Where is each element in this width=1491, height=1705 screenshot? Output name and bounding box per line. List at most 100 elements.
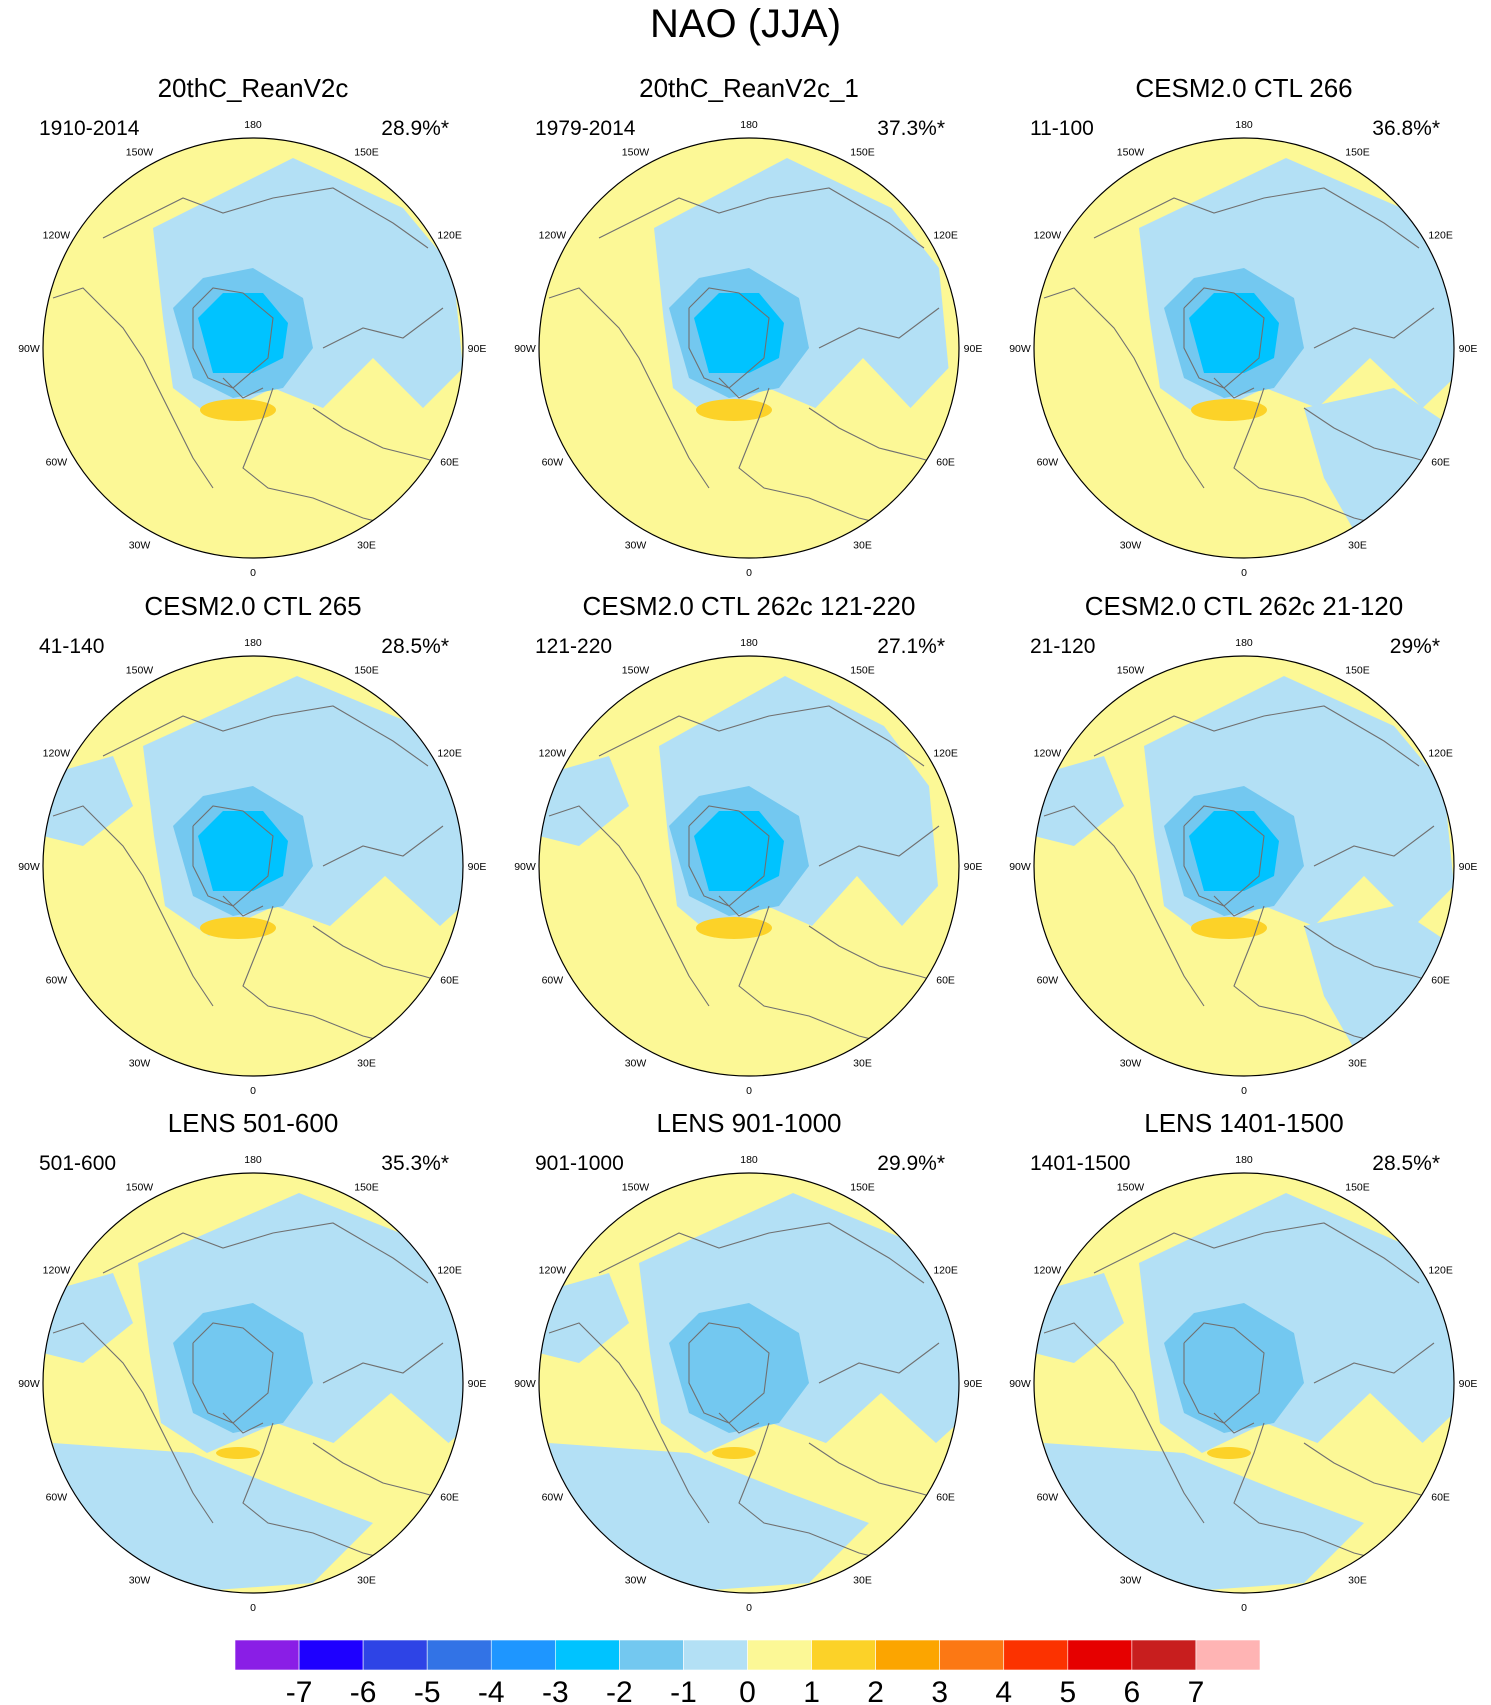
map-boundary (42, 137, 464, 559)
longitude-label: 30W (1120, 1575, 1142, 1587)
longitude-label: 150W (622, 146, 650, 158)
map-panel: 180 150E 120E 90E 60E 30E 0 30W 60W 90W 120W 150W LE… (514, 1108, 982, 1614)
coastlines (52, 1222, 459, 1564)
coastline (738, 905, 900, 1047)
panel-period: 41-140 (39, 635, 104, 658)
longitude-label: 150E (354, 1181, 379, 1193)
longitude-label: 60E (440, 457, 459, 469)
negative-core (173, 1303, 313, 1433)
longitude-label: 0 (250, 567, 256, 579)
longitude-label: 180 (1235, 1154, 1253, 1166)
positive-core (1207, 1447, 1251, 1459)
longitude-label: 180 (244, 1154, 262, 1166)
longitude-label: 90W (514, 343, 536, 355)
longitude-label: 60E (1431, 1492, 1450, 1504)
longitude-label: 120E (437, 230, 462, 242)
map-boundary (538, 1172, 960, 1594)
longitude-label: 30W (129, 540, 151, 552)
longitude-label: 90E (1459, 1378, 1478, 1390)
negative-core-inner (694, 811, 784, 891)
colorbar-tick-label: 0 (739, 1676, 756, 1705)
longitude-label: 150E (850, 146, 875, 158)
colorbar-segment (619, 1639, 684, 1671)
longitude-label: 90E (1459, 343, 1478, 355)
coastline (598, 705, 925, 767)
coastline (1183, 805, 1265, 907)
longitude-label: 90E (1459, 861, 1478, 873)
longitude-label: 0 (250, 1085, 256, 1097)
colorbar-segment (939, 1639, 1005, 1671)
positive-core (696, 399, 772, 421)
panel-variance: 35.3%* (381, 1152, 449, 1175)
negative-region (1034, 1273, 1124, 1363)
negative-region (1034, 756, 1124, 846)
longitude-label: 120E (1428, 1265, 1453, 1277)
contour-field (43, 138, 463, 558)
map-panel: 180 150E 120E 90E 60E 30E 0 30W 60W 90W 120W 150W CE… (514, 591, 982, 1097)
coastline (688, 1322, 770, 1424)
colorbar-segment (1067, 1639, 1133, 1671)
negative-core-inner (1189, 811, 1279, 891)
longitude-label: 90W (514, 861, 536, 873)
longitude-label: 30E (853, 1575, 872, 1587)
panel-period: 901-1000 (535, 1152, 624, 1175)
negative-region (539, 1273, 629, 1363)
coastlines (1043, 1222, 1450, 1564)
longitude-label: 90E (468, 1378, 487, 1390)
coastline (222, 1412, 264, 1434)
panel-variance: 37.3%* (877, 117, 945, 140)
longitude-label: 30E (357, 1575, 376, 1587)
longitude-label: 120W (43, 748, 71, 760)
coastline (52, 805, 214, 1007)
coastline (1233, 387, 1395, 529)
longitude-label: 0 (1241, 567, 1247, 579)
colorbar-segment (1195, 1639, 1261, 1671)
longitude-label: 60E (936, 1492, 955, 1504)
coastlines (1043, 705, 1450, 1047)
negative-region (43, 1273, 133, 1363)
coastline (1233, 905, 1395, 1047)
longitude-label: 0 (746, 567, 752, 579)
positive-core (712, 1447, 756, 1459)
coastline (1233, 1422, 1395, 1564)
coastline (1043, 1322, 1205, 1524)
colorbar-segment (555, 1639, 620, 1671)
longitude-label: 90W (18, 1378, 40, 1390)
longitude-label: 150E (850, 664, 875, 676)
colorbar-tick-label: 7 (1188, 1676, 1205, 1705)
longitude-label: 90E (964, 1378, 983, 1390)
coastline (1093, 705, 1420, 767)
coastline (718, 1412, 760, 1434)
coastline (322, 307, 444, 349)
map-panel: 180 150E 120E 90E 60E 30E 0 30W 60W 90W 120W 150W LE… (1009, 1108, 1477, 1614)
map-panel: 180 150E 120E 90E 60E 30E 0 30W 60W 90W 120W 150W CE… (1009, 73, 1477, 579)
map-boundary (42, 1172, 464, 1594)
longitude-label: 60W (46, 1492, 68, 1504)
colorbar-tick-label: 4 (995, 1676, 1012, 1705)
longitude-label: 60E (440, 975, 459, 987)
longitude-label: 180 (740, 119, 758, 131)
longitude-label: 30E (1348, 1575, 1367, 1587)
colorbar-tick-label: 2 (867, 1676, 884, 1705)
coastlines (548, 1222, 955, 1564)
negative-core (669, 1303, 809, 1433)
colorbar-segment (426, 1639, 492, 1671)
coastline (1183, 1322, 1265, 1424)
longitude-label: 60E (936, 457, 955, 469)
longitude-label: 180 (244, 637, 262, 649)
negative-core-inner (694, 293, 784, 373)
longitude-label: 120E (1428, 230, 1453, 242)
panel-variance: 28.5%* (1372, 1152, 1440, 1175)
longitude-label: 30W (1120, 540, 1142, 552)
map-boundary (538, 137, 960, 559)
coastline (1093, 187, 1420, 249)
map-panel: 180 150E 120E 90E 60E 30E 0 30W 60W 90W 120W 150W LE… (18, 1108, 487, 1614)
coastline (818, 825, 940, 867)
panel-variance: 27.1%* (877, 635, 945, 658)
longitude-label: 150W (126, 1181, 154, 1193)
panel-variance: 28.9%* (381, 117, 449, 140)
longitude-label: 60E (440, 1492, 459, 1504)
map-boundary (1033, 1172, 1455, 1594)
longitude-label: 150W (622, 1181, 650, 1193)
